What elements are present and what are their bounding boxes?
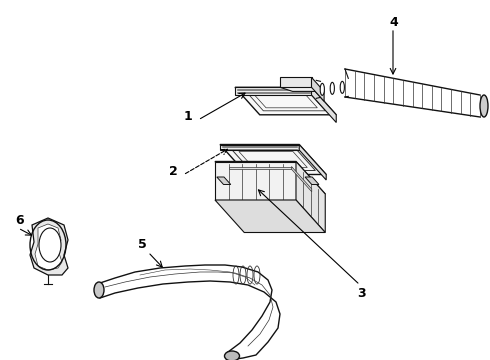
Polygon shape [35,224,62,270]
Polygon shape [228,166,292,169]
Text: 5: 5 [138,238,147,251]
Polygon shape [217,177,231,185]
Polygon shape [292,166,312,192]
Polygon shape [228,166,312,189]
Polygon shape [215,162,325,194]
Ellipse shape [340,81,344,93]
Text: 2: 2 [169,165,178,178]
Text: 4: 4 [389,16,398,29]
Text: 3: 3 [357,287,366,300]
Ellipse shape [224,351,240,360]
Ellipse shape [94,282,104,298]
Ellipse shape [39,228,61,262]
Polygon shape [215,200,325,233]
Text: 6: 6 [15,214,24,227]
Ellipse shape [330,82,334,94]
Polygon shape [235,87,312,95]
Polygon shape [280,77,312,87]
Polygon shape [312,87,336,122]
Polygon shape [296,162,325,233]
Polygon shape [220,144,326,175]
Ellipse shape [480,95,488,117]
Polygon shape [215,162,296,200]
Polygon shape [312,77,324,101]
Polygon shape [30,218,68,275]
Polygon shape [280,87,324,91]
Polygon shape [220,144,299,150]
Polygon shape [305,177,319,185]
Ellipse shape [320,84,324,95]
Polygon shape [235,87,336,115]
Text: 1: 1 [184,110,193,123]
Polygon shape [299,144,326,180]
